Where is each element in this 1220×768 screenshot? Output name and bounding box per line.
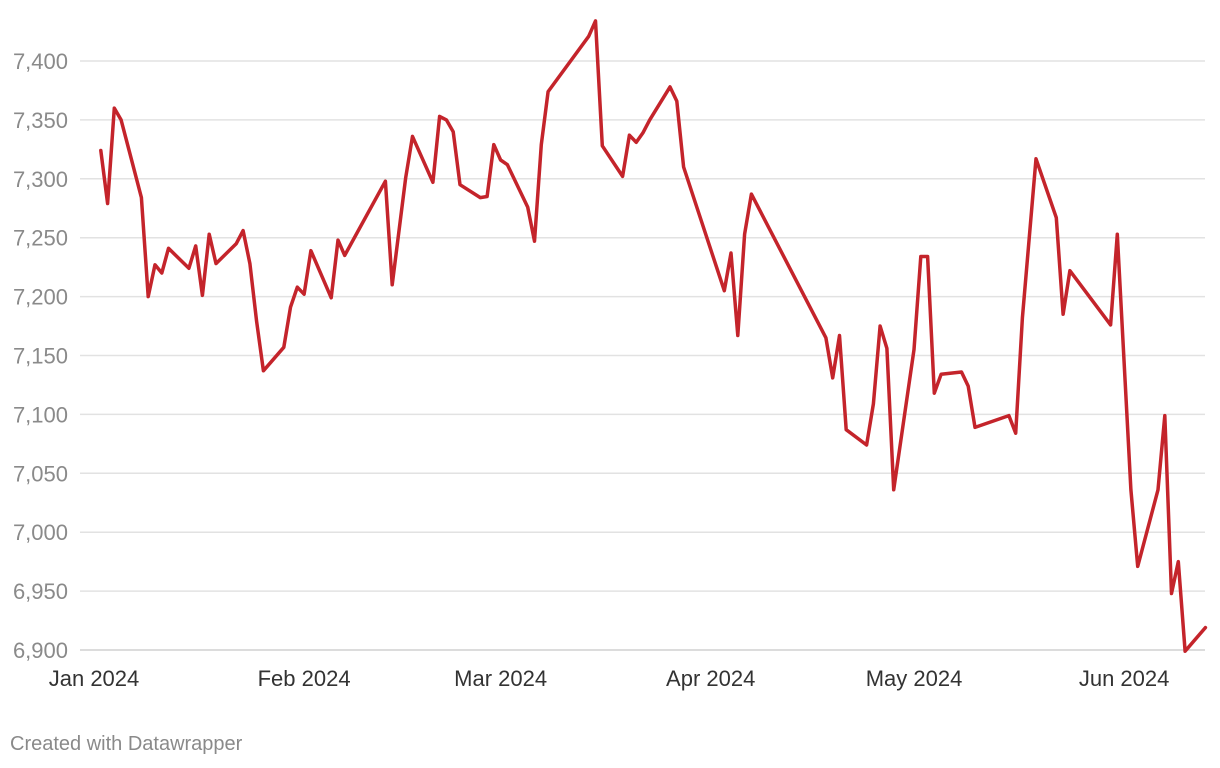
- y-axis: 6,900 6,950 7,000 7,050 7,100 7,150 7,200 7,250…: [13, 49, 68, 663]
- y-tick-label: 6,950: [13, 579, 68, 604]
- gridlines: [80, 60, 1205, 651]
- x-axis: Jan 2024 Feb 2024 Mar 2024 Apr 2024 May 2024…: [49, 666, 1170, 691]
- y-tick-label: 6,900: [13, 638, 68, 663]
- y-tick-label: 7,400: [13, 49, 68, 74]
- y-tick-label: 7,100: [13, 402, 68, 427]
- line-chart: 6,900 6,950 7,000 7,050 7,100 7,150 7,200 7,250…: [13, 19, 1208, 691]
- x-tick-label: May 2024: [866, 666, 963, 691]
- x-tick-label: Apr 2024: [666, 666, 755, 691]
- x-tick-label: Jun 2024: [1079, 666, 1170, 691]
- series-line: [99, 19, 1208, 653]
- y-tick-label: 7,200: [13, 285, 68, 310]
- y-tick-label: 7,050: [13, 461, 68, 486]
- y-tick-label: 7,250: [13, 226, 68, 251]
- y-tick-label: 7,150: [13, 344, 68, 369]
- x-tick-label: Feb 2024: [258, 666, 351, 691]
- y-tick-label: 7,300: [13, 167, 68, 192]
- x-tick-label: Mar 2024: [454, 666, 547, 691]
- series-group: [99, 19, 1208, 653]
- y-tick-label: 7,000: [13, 520, 68, 545]
- x-tick-label: Jan 2024: [49, 666, 140, 691]
- y-tick-label: 7,350: [13, 108, 68, 133]
- credit-text: Created with Datawrapper: [10, 733, 243, 755]
